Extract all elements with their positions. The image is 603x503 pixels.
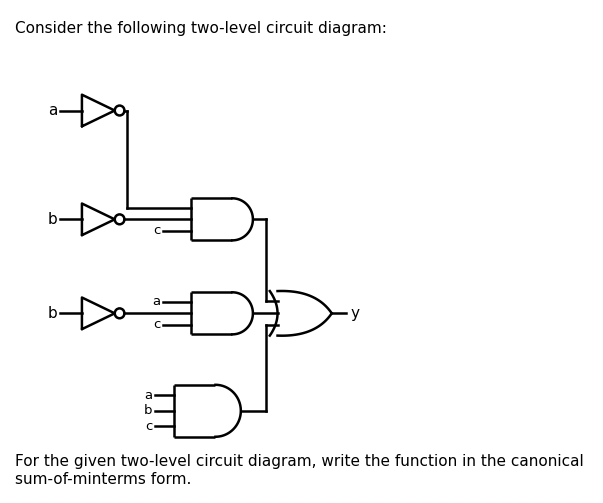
- Text: y: y: [350, 306, 359, 321]
- Text: For the given two-level circuit diagram, write the function in the canonical
sum: For the given two-level circuit diagram,…: [15, 454, 584, 487]
- Text: a: a: [145, 389, 153, 402]
- Text: b: b: [144, 404, 153, 417]
- Text: c: c: [153, 224, 160, 237]
- Text: a: a: [153, 295, 160, 308]
- Text: c: c: [153, 318, 160, 331]
- Text: a: a: [48, 103, 58, 118]
- Text: Consider the following two-level circuit diagram:: Consider the following two-level circuit…: [15, 22, 387, 37]
- Text: b: b: [48, 306, 58, 321]
- Text: b: b: [48, 212, 58, 227]
- Text: c: c: [145, 420, 153, 433]
